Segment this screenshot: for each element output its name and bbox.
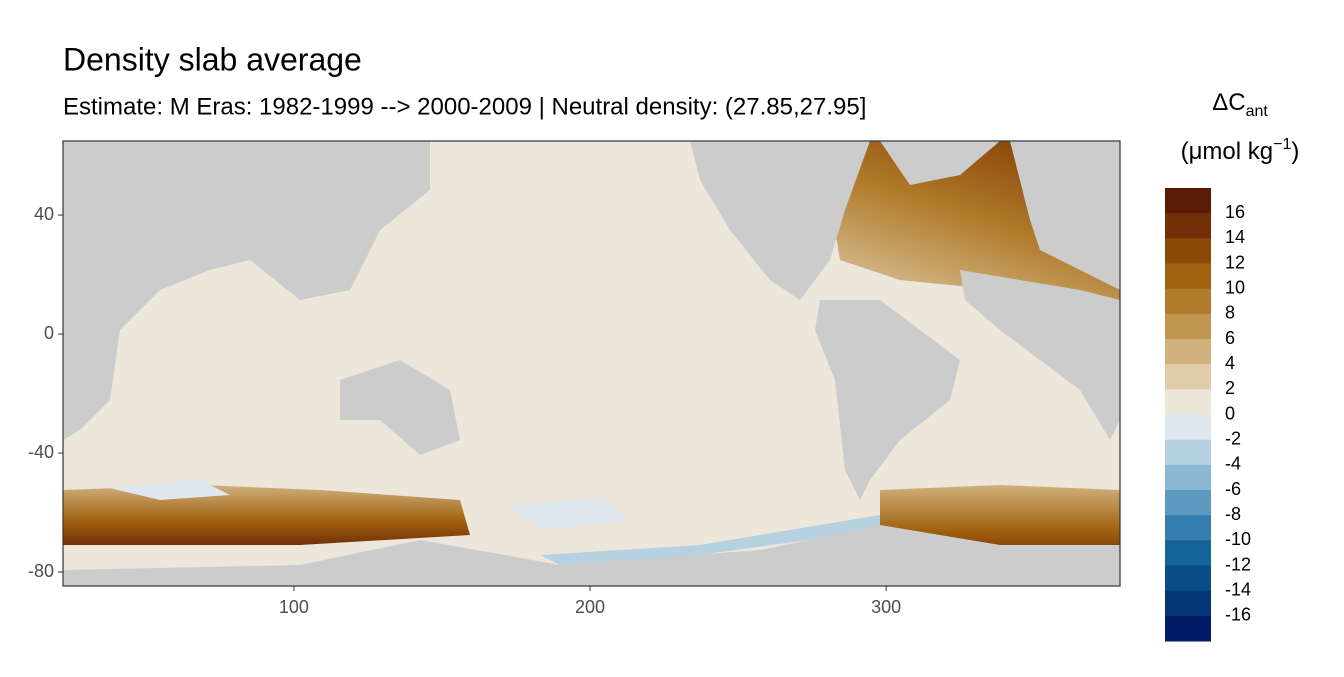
legend-unit: (μmol kg−1): [1181, 136, 1300, 165]
colorbar-bin: [1165, 615, 1211, 642]
colorbar-bin: [1165, 339, 1211, 365]
colorbar-bin: [1165, 439, 1211, 466]
chart-title: Density slab average: [63, 41, 362, 77]
map: [63, 141, 1120, 586]
legend-label: 4: [1225, 353, 1235, 373]
y-tick-label: -40: [28, 442, 54, 462]
legend-label: -6: [1225, 479, 1241, 499]
legend-label: -8: [1225, 504, 1241, 524]
legend-label: -16: [1225, 605, 1251, 625]
legend-label: -4: [1225, 454, 1241, 474]
negative-patch: [510, 498, 630, 530]
southern-ocean-patch: [63, 485, 470, 545]
colorbar-bin: [1165, 590, 1211, 617]
colorbar-bin: [1165, 389, 1211, 415]
legend-label: 12: [1225, 252, 1245, 272]
legend-unit-close: ): [1291, 138, 1299, 165]
legend-title-sub: ant: [1246, 103, 1269, 120]
colorbar-bin: [1165, 565, 1211, 592]
colorbar-bin: [1165, 464, 1211, 491]
legend-label: 6: [1225, 328, 1235, 348]
colorbar-bin: [1165, 238, 1211, 264]
chart-subtitle: Estimate: M Eras: 1982-1999 --> 2000-200…: [63, 93, 866, 120]
negative-patch: [110, 480, 230, 500]
legend-unit-sup: −1: [1273, 136, 1291, 153]
colorbar-bin: [1165, 263, 1211, 290]
legend-label: 8: [1225, 303, 1235, 323]
colorbar-bin: [1165, 364, 1211, 390]
legend-label: -10: [1225, 529, 1251, 549]
legend-label: 2: [1225, 378, 1235, 398]
legend-title-main: ΔC: [1212, 89, 1245, 116]
x-tick-label: 200: [575, 597, 605, 617]
x-tick-label: 100: [279, 597, 309, 617]
panel-border: [62, 140, 1121, 587]
colorbar-bin: [1165, 414, 1211, 441]
legend-label: -2: [1225, 428, 1241, 448]
colorbar-bin: [1165, 288, 1211, 315]
legend-unit-text: (μmol kg: [1181, 138, 1274, 165]
colorbar-bin: [1165, 515, 1211, 541]
legend-label: -12: [1225, 554, 1251, 574]
legend-label: 16: [1225, 202, 1245, 222]
colorbar-bin: [1165, 490, 1211, 516]
colorbar-bin: [1165, 188, 1211, 214]
legend-label: 14: [1225, 227, 1245, 247]
legend-label: -14: [1225, 579, 1251, 599]
legend-title: ΔCant: [1212, 89, 1268, 120]
legend-label: 10: [1225, 277, 1245, 297]
legend-label: 0: [1225, 403, 1235, 423]
negative-patch: [540, 515, 880, 565]
colorbar-bin: [1165, 313, 1211, 340]
y-tick-label: -80: [28, 561, 54, 581]
y-tick-label: 40: [34, 204, 54, 224]
y-tick-label: 0: [44, 323, 54, 343]
land: [63, 141, 1120, 586]
colorbar-bin: [1165, 213, 1211, 239]
colorbar-bin: [1165, 540, 1211, 566]
x-tick-label: 300: [871, 597, 901, 617]
